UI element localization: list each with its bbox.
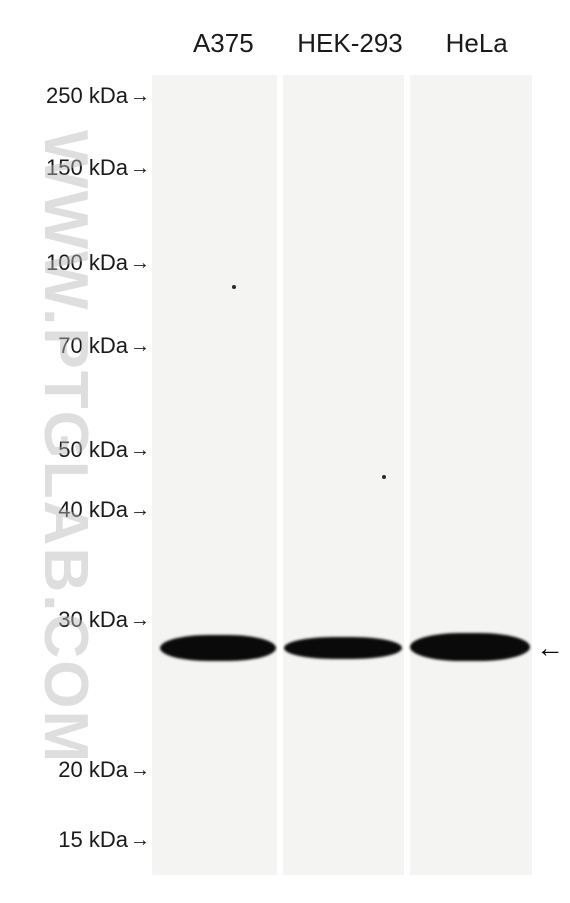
mw-marker: 50 kDa→	[58, 437, 150, 463]
mw-text: 250 kDa	[46, 83, 128, 109]
lane-label: A375	[160, 28, 287, 59]
mw-marker: 250 kDa→	[46, 83, 150, 109]
mw-text: 20 kDa	[58, 757, 128, 783]
lane-separator	[277, 75, 283, 875]
arrow-right-icon: →	[130, 335, 150, 358]
mw-marker: 30 kDa→	[58, 607, 150, 633]
mw-text: 100 kDa	[46, 250, 128, 276]
arrow-right-icon: →	[130, 499, 150, 522]
band	[160, 635, 276, 661]
arrow-right-icon: →	[130, 439, 150, 462]
lane-label: HeLa	[413, 28, 540, 59]
mw-text: 40 kDa	[58, 497, 128, 523]
arrow-right-icon: →	[130, 829, 150, 852]
arrow-right-icon: →	[130, 759, 150, 782]
arrow-right-icon: →	[130, 85, 150, 108]
arrow-right-icon: →	[130, 609, 150, 632]
mw-marker: 150 kDa→	[46, 155, 150, 181]
speck	[382, 475, 386, 479]
blot-membrane	[152, 75, 532, 875]
target-arrow-icon: ←	[536, 632, 564, 664]
arrow-right-icon: →	[130, 252, 150, 275]
mw-marker: 15 kDa→	[58, 827, 150, 853]
mw-marker: 100 kDa→	[46, 250, 150, 276]
band	[284, 637, 402, 659]
lane-separator	[404, 75, 410, 875]
mw-marker: 20 kDa→	[58, 757, 150, 783]
mw-text: 150 kDa	[46, 155, 128, 181]
mw-text: 30 kDa	[58, 607, 128, 633]
mw-text: 15 kDa	[58, 827, 128, 853]
lane-labels-row: A375 HEK-293 HeLa	[160, 28, 540, 59]
mw-marker: 70 kDa→	[58, 333, 150, 359]
mw-text: 70 kDa	[58, 333, 128, 359]
lane-label: HEK-293	[287, 28, 414, 59]
mw-marker: 40 kDa→	[58, 497, 150, 523]
arrow-right-icon: →	[130, 157, 150, 180]
mw-text: 50 kDa	[58, 437, 128, 463]
blot-figure: A375 HEK-293 HeLa 250 kDa→ 150 kDa→ 100 …	[0, 0, 570, 903]
speck	[232, 285, 236, 289]
band	[410, 633, 530, 661]
